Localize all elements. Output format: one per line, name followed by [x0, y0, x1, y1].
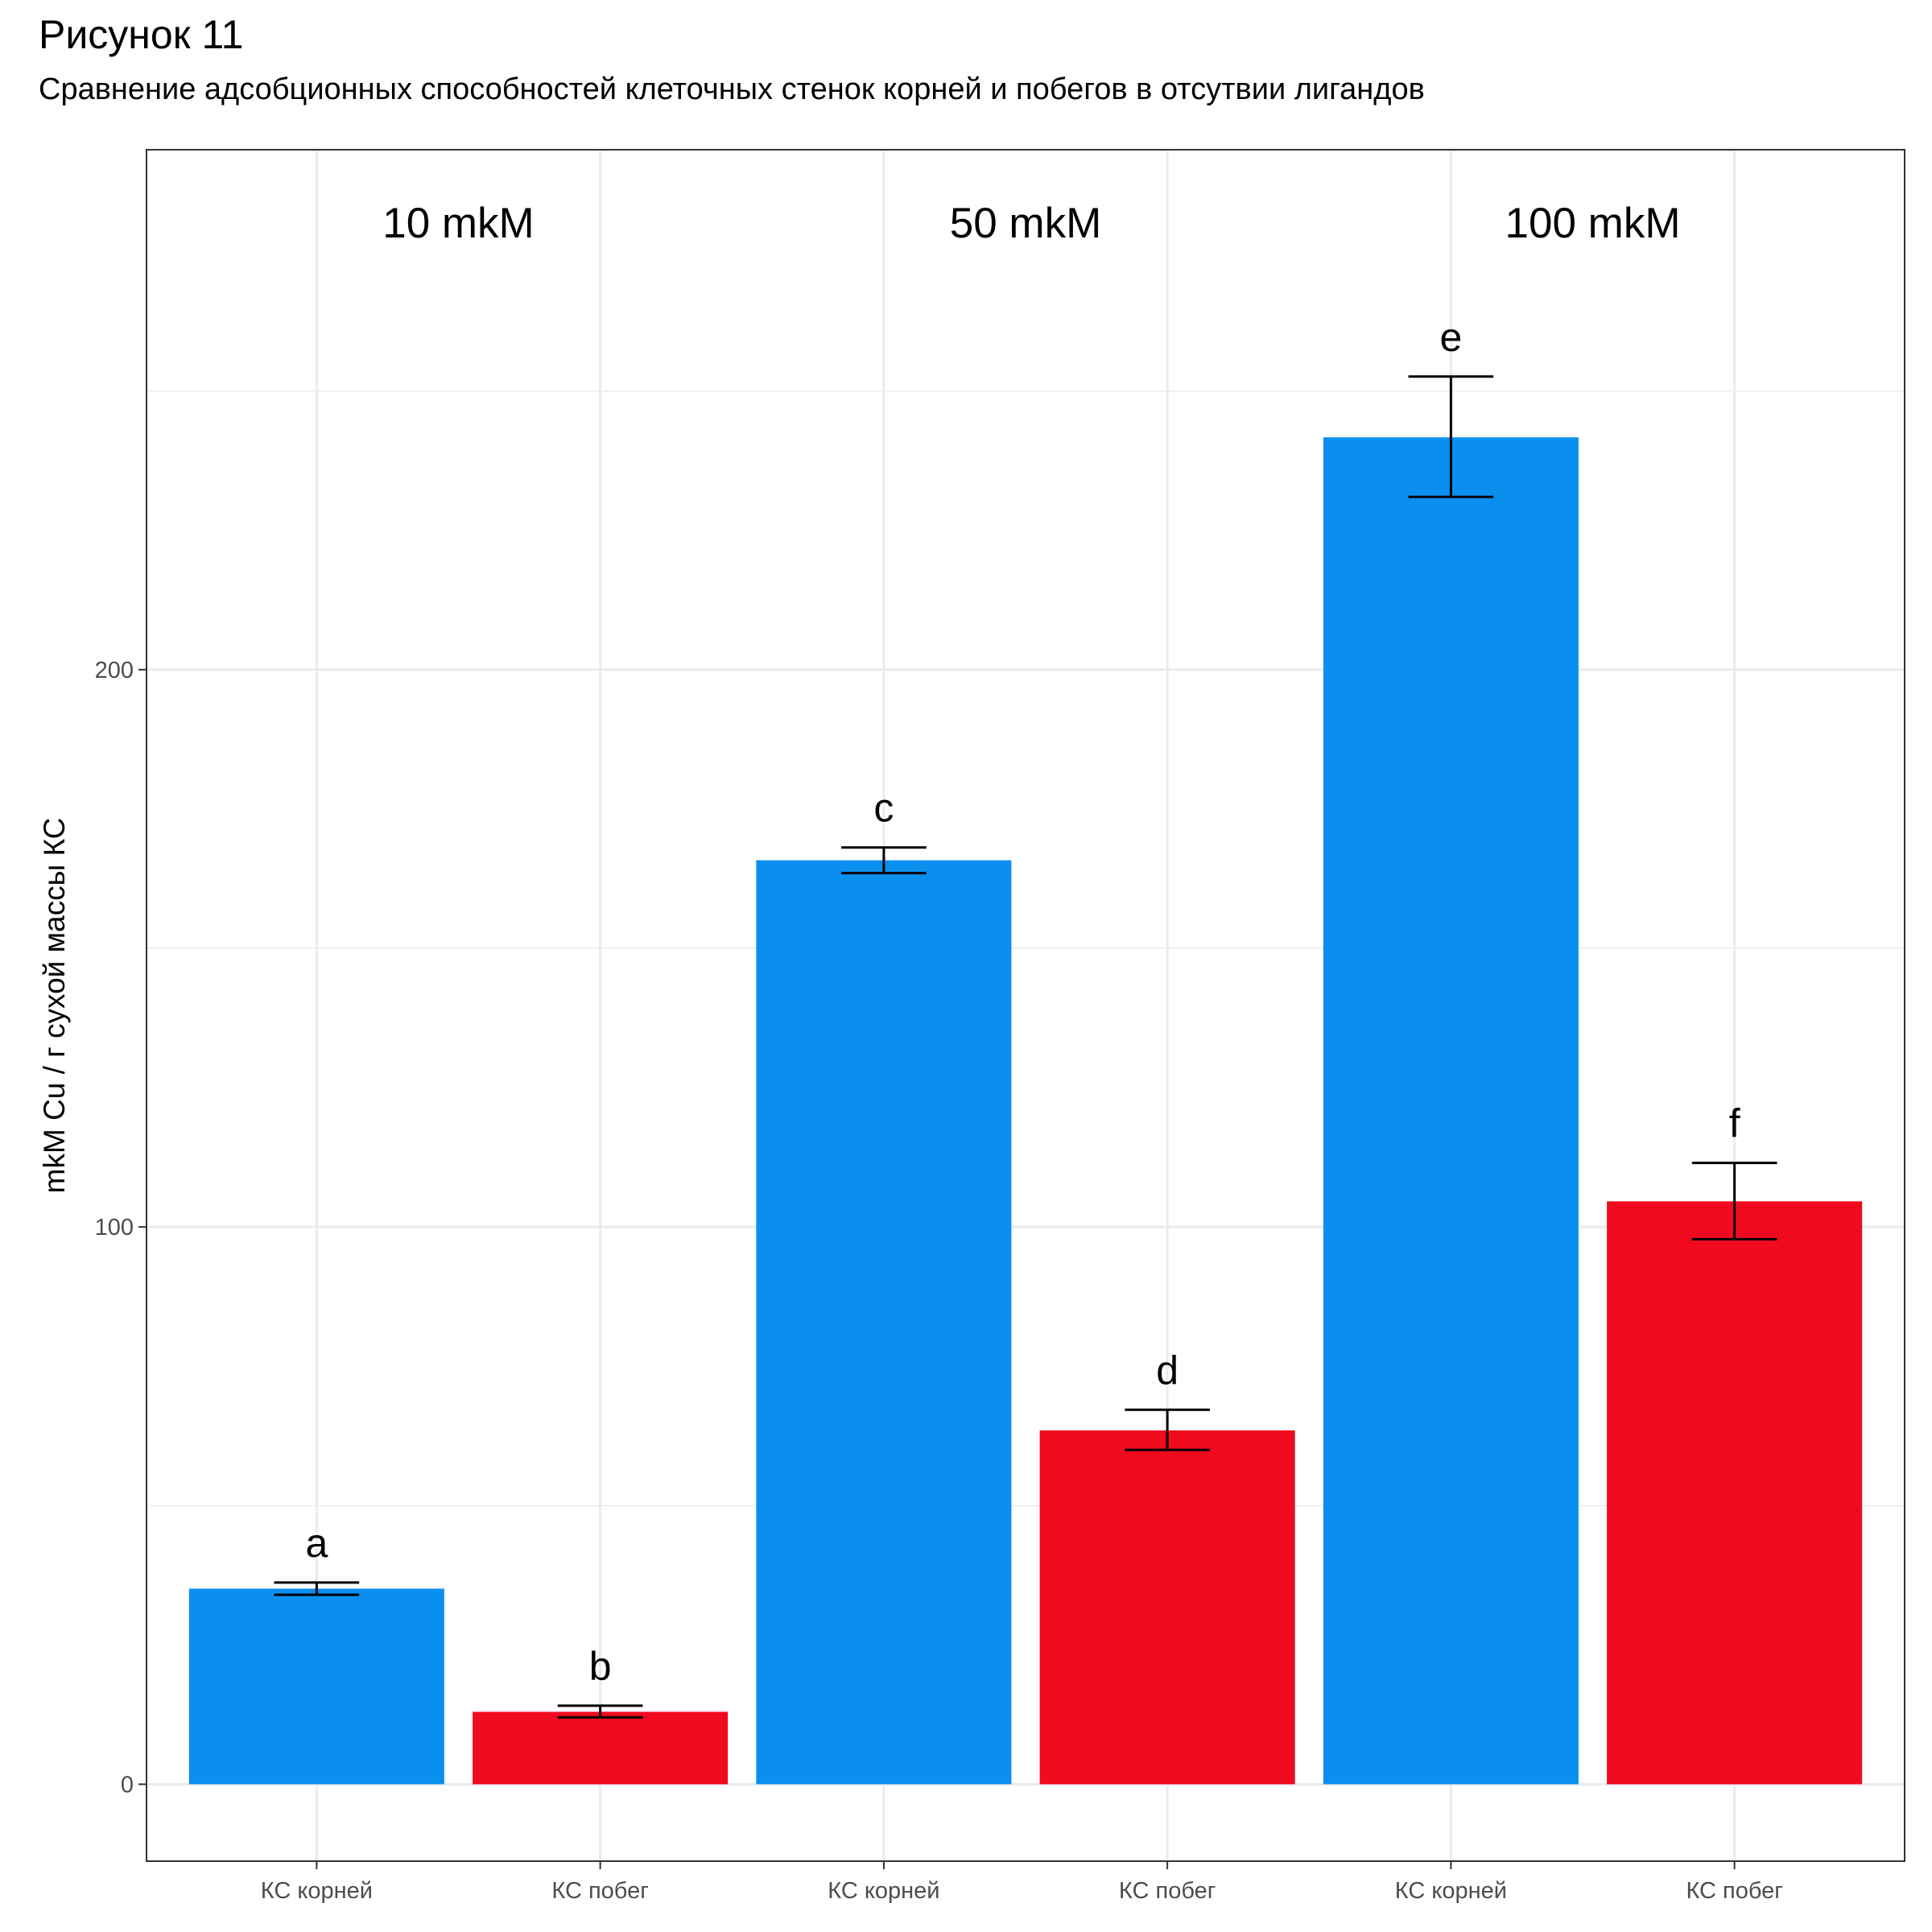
x-tick-label: КС корней — [261, 1878, 373, 1904]
group-label: 100 mkM — [1505, 200, 1681, 247]
error-bars — [274, 375, 1777, 1719]
axes: 0 100 200 КС корней КС побег КС корней КС побе… — [95, 658, 1783, 1904]
y-tick-label: 200 — [95, 658, 134, 683]
chart-subtitle: Сравнение адсобционных способностей клет… — [39, 72, 1425, 106]
significance-letter: e — [1439, 315, 1462, 360]
x-tick-label: КС корней — [828, 1878, 939, 1904]
x-tick-label: КС побег — [1686, 1878, 1782, 1904]
significance-letter: d — [1156, 1348, 1179, 1393]
y-axis-title: mkM Cu / г сухой массы КС — [38, 818, 71, 1194]
panel-border — [146, 149, 1905, 1862]
group-label: 50 mkM — [950, 200, 1101, 247]
x-tick-label: КС корней — [1395, 1878, 1507, 1904]
bar — [473, 1711, 729, 1785]
bar — [188, 1588, 444, 1785]
error-bar — [841, 846, 927, 875]
error-bar — [274, 1581, 360, 1596]
error-bar — [1125, 1408, 1210, 1451]
y-tick-label: 0 — [121, 1772, 134, 1798]
bar — [1039, 1430, 1295, 1785]
significance-letter: a — [305, 1521, 328, 1566]
error-bar — [1408, 375, 1494, 498]
x-tick-label: КС побег — [551, 1878, 648, 1904]
chart-title: Рисунок 11 — [39, 12, 244, 57]
bar — [1607, 1201, 1863, 1785]
significance-letter: c — [873, 786, 894, 831]
bar — [1323, 437, 1579, 1785]
bars — [188, 437, 1863, 1785]
y-tick-label: 100 — [95, 1215, 134, 1241]
x-tick-label: КС побег — [1119, 1878, 1216, 1904]
error-bar — [557, 1704, 643, 1719]
error-bar — [1691, 1162, 1777, 1241]
group-label: 10 mkM — [382, 200, 534, 247]
significance-letter: f — [1729, 1101, 1740, 1146]
significance-letter: b — [589, 1644, 612, 1689]
bar — [756, 860, 1012, 1785]
bar-annotations: a b c d e f 10 mkM 50 mkM 100 mkM — [305, 200, 1740, 1689]
